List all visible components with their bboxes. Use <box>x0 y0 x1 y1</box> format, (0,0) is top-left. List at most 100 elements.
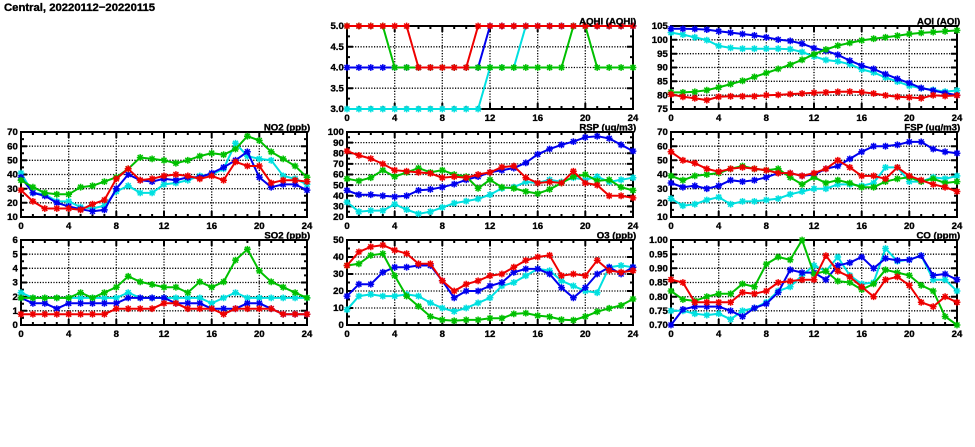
svg-text:24: 24 <box>302 329 313 340</box>
svg-text:20: 20 <box>904 221 915 232</box>
svg-text:2: 2 <box>12 292 17 303</box>
svg-text:0: 0 <box>18 221 23 232</box>
svg-text:80: 80 <box>333 148 344 159</box>
svg-text:8: 8 <box>440 113 446 124</box>
svg-text:3: 3 <box>12 278 17 289</box>
svg-text:70: 70 <box>657 127 668 138</box>
svg-text:8: 8 <box>114 329 120 340</box>
svg-text:24: 24 <box>952 113 963 124</box>
svg-text:50: 50 <box>657 156 668 167</box>
svg-text:12: 12 <box>809 221 820 232</box>
svg-text:75: 75 <box>657 104 668 115</box>
svg-text:8: 8 <box>440 221 446 232</box>
svg-text:12: 12 <box>809 113 820 124</box>
svg-text:8: 8 <box>764 329 770 340</box>
svg-text:0: 0 <box>344 221 349 232</box>
svg-text:40: 40 <box>333 191 344 202</box>
svg-text:3.5: 3.5 <box>330 84 344 95</box>
svg-text:90: 90 <box>333 138 344 149</box>
svg-text:24: 24 <box>302 221 313 232</box>
svg-text:0.90: 0.90 <box>649 264 668 275</box>
svg-text:Central, 20220112−20220115: Central, 20220112−20220115 <box>4 2 155 14</box>
svg-text:16: 16 <box>532 329 543 340</box>
svg-text:20: 20 <box>904 329 915 340</box>
svg-text:20: 20 <box>580 221 591 232</box>
svg-text:60: 60 <box>7 141 18 152</box>
svg-text:20: 20 <box>580 329 591 340</box>
svg-text:16: 16 <box>206 221 217 232</box>
svg-text:4: 4 <box>716 113 722 124</box>
svg-text:12: 12 <box>159 221 170 232</box>
svg-text:16: 16 <box>856 221 867 232</box>
svg-text:10: 10 <box>333 303 344 314</box>
svg-text:20: 20 <box>580 113 591 124</box>
svg-text:AQI (AQI): AQI (AQI) <box>917 17 960 28</box>
svg-text:10: 10 <box>657 212 668 223</box>
svg-text:0.80: 0.80 <box>649 292 668 303</box>
svg-text:16: 16 <box>206 329 217 340</box>
svg-text:105: 105 <box>652 21 669 32</box>
svg-text:80: 80 <box>657 90 668 101</box>
svg-text:30: 30 <box>657 184 668 195</box>
svg-text:0.85: 0.85 <box>649 278 668 289</box>
svg-text:O3 (ppb): O3 (ppb) <box>597 231 636 242</box>
svg-text:24: 24 <box>628 329 639 340</box>
svg-text:12: 12 <box>485 329 496 340</box>
svg-text:1.00: 1.00 <box>649 235 668 246</box>
svg-text:40: 40 <box>7 170 18 181</box>
svg-text:20: 20 <box>333 212 344 223</box>
svg-text:4: 4 <box>392 113 398 124</box>
svg-text:5.0: 5.0 <box>330 21 343 32</box>
svg-text:6: 6 <box>12 235 17 246</box>
svg-text:12: 12 <box>485 221 496 232</box>
svg-text:0: 0 <box>344 113 349 124</box>
svg-text:RSP (ug/m3): RSP (ug/m3) <box>579 123 636 134</box>
svg-text:4: 4 <box>66 221 72 232</box>
svg-text:30: 30 <box>7 184 18 195</box>
svg-text:70: 70 <box>333 159 344 170</box>
svg-text:0: 0 <box>344 329 349 340</box>
svg-text:12: 12 <box>159 329 170 340</box>
svg-text:AQHI (AQHI): AQHI (AQHI) <box>579 17 636 28</box>
svg-text:100: 100 <box>328 127 344 138</box>
svg-text:NO2 (ppb): NO2 (ppb) <box>264 123 310 134</box>
svg-text:4: 4 <box>392 329 398 340</box>
svg-text:20: 20 <box>904 113 915 124</box>
svg-text:1: 1 <box>12 306 18 317</box>
svg-text:60: 60 <box>333 170 344 181</box>
svg-text:50: 50 <box>333 235 344 246</box>
svg-text:4.0: 4.0 <box>330 63 343 74</box>
svg-text:20: 20 <box>333 286 344 297</box>
svg-text:4: 4 <box>66 329 72 340</box>
svg-text:20: 20 <box>254 221 265 232</box>
svg-text:30: 30 <box>333 269 344 280</box>
svg-text:24: 24 <box>952 329 963 340</box>
svg-text:4: 4 <box>392 221 398 232</box>
svg-text:CO (ppm): CO (ppm) <box>916 231 960 242</box>
svg-text:0.70: 0.70 <box>649 320 668 331</box>
svg-text:8: 8 <box>114 221 120 232</box>
svg-text:0: 0 <box>338 320 343 331</box>
svg-text:8: 8 <box>764 221 770 232</box>
svg-text:40: 40 <box>657 170 668 181</box>
svg-text:4: 4 <box>716 221 722 232</box>
svg-text:8: 8 <box>764 113 770 124</box>
svg-text:100: 100 <box>652 35 668 46</box>
svg-text:90: 90 <box>657 63 668 74</box>
svg-text:20: 20 <box>254 329 265 340</box>
svg-text:10: 10 <box>7 212 18 223</box>
svg-text:24: 24 <box>628 221 639 232</box>
svg-text:0: 0 <box>668 113 673 124</box>
svg-text:5: 5 <box>12 249 18 260</box>
svg-text:16: 16 <box>856 113 867 124</box>
svg-text:0: 0 <box>668 329 673 340</box>
svg-text:FSP (ug/m3): FSP (ug/m3) <box>904 123 960 134</box>
svg-text:0: 0 <box>668 221 673 232</box>
svg-text:12: 12 <box>485 113 496 124</box>
svg-text:16: 16 <box>532 113 543 124</box>
svg-text:0.75: 0.75 <box>649 306 668 317</box>
svg-text:12: 12 <box>809 329 820 340</box>
svg-text:70: 70 <box>7 127 18 138</box>
svg-text:4: 4 <box>12 264 18 275</box>
svg-text:8: 8 <box>440 329 446 340</box>
